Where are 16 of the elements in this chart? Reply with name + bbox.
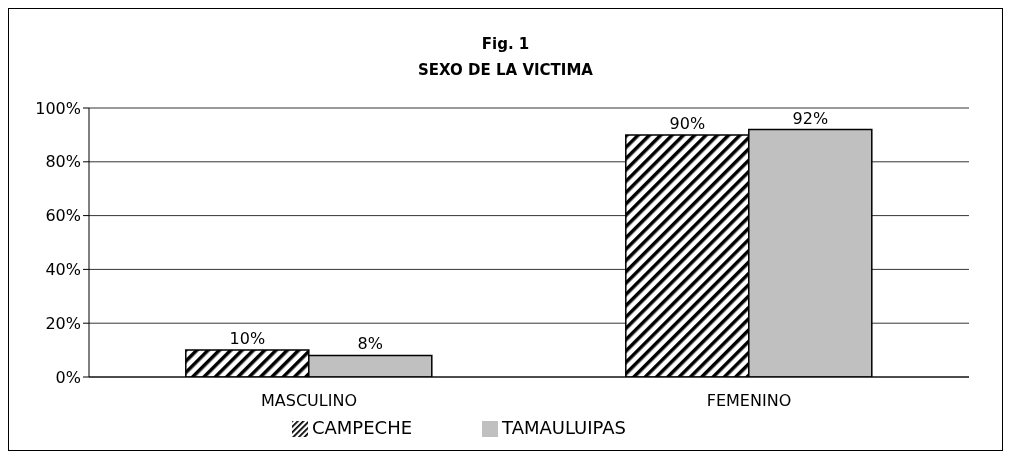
chart-title: Fig. 1 [480, 34, 531, 55]
data-label: 90% [669, 113, 706, 133]
data-label: 8% [357, 334, 383, 354]
y-tick-label: 100% [35, 98, 81, 118]
y-tick-label: 40% [45, 260, 81, 280]
data-label: 10% [229, 329, 266, 349]
legend-label: TAMAULUIPAS [502, 417, 627, 438]
y-tick-label: 80% [45, 152, 81, 172]
data-label: 92% [792, 108, 829, 128]
x-tick-label: FEMENINO [706, 391, 792, 411]
chart-subtitle: SEXO DE LA VICTIMA [417, 60, 594, 81]
x-tick-label: MASCULINO [261, 391, 357, 411]
y-tick-label: 60% [45, 206, 81, 226]
legend-label: CAMPECHE [311, 417, 413, 438]
y-tick-label: 0% [55, 367, 81, 387]
y-tick-label: 20% [45, 313, 81, 333]
